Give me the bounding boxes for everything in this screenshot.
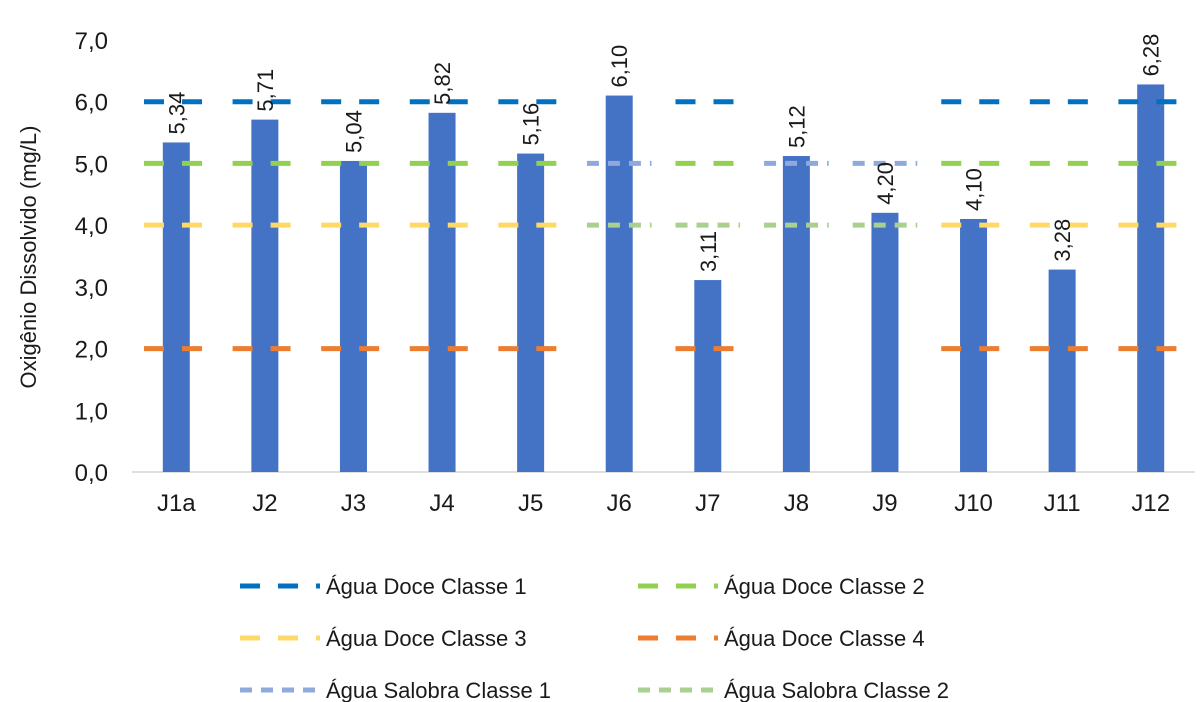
x-tick-label: J10 bbox=[954, 490, 993, 517]
y-tick-label: 1,0 bbox=[75, 398, 108, 425]
data-labels-layer: 5,34 5,71 5,04 5,82 5,16 6,10 3,11 5,12 4,20 4,10… bbox=[164, 34, 1163, 272]
legend: Água Doce Classe 1 Água Doce Classe 2 Água… bbox=[240, 574, 949, 702]
x-tick-label: J8 bbox=[784, 490, 809, 517]
bars-layer bbox=[162, 84, 1165, 473]
x-tick-label: J3 bbox=[341, 490, 366, 517]
data-label: 4,20 bbox=[873, 162, 898, 205]
axis-layer: 0,0 1,0 2,0 3,0 4,0 5,0 6,0 7,0 J1a J2 J3 J4 J5 J6 J7 J… bbox=[75, 28, 1195, 517]
bar bbox=[605, 95, 633, 473]
y-tick-label: 5,0 bbox=[75, 151, 108, 178]
x-tick-label: J1a bbox=[157, 490, 196, 517]
x-tick-label: J5 bbox=[518, 490, 543, 517]
data-label: 5,34 bbox=[164, 92, 189, 135]
x-tick-label: J2 bbox=[252, 490, 277, 517]
y-tick-label: 4,0 bbox=[75, 213, 108, 240]
x-tick-label: J4 bbox=[429, 490, 454, 517]
legend-label: Água Doce Classe 2 bbox=[724, 574, 925, 599]
legend-label: Água Salobra Classe 1 bbox=[326, 678, 551, 702]
data-label: 5,12 bbox=[784, 105, 809, 148]
bar bbox=[1137, 84, 1165, 472]
y-tick-label: 6,0 bbox=[75, 90, 108, 117]
data-label: 3,11 bbox=[696, 231, 721, 272]
x-tick-label: J9 bbox=[872, 490, 897, 517]
legend-item: Água Doce Classe 2 bbox=[638, 574, 925, 599]
x-tick-label: J7 bbox=[695, 490, 720, 517]
x-tick-label: J12 bbox=[1131, 490, 1170, 517]
y-tick-label: 3,0 bbox=[75, 275, 108, 302]
y-tick-label: 0,0 bbox=[75, 460, 108, 487]
bar bbox=[871, 212, 899, 473]
data-label: 6,28 bbox=[1139, 34, 1164, 77]
y-tick-label: 7,0 bbox=[75, 28, 108, 55]
bar bbox=[251, 119, 279, 473]
legend-label: Água Doce Classe 3 bbox=[326, 626, 527, 651]
bar bbox=[428, 112, 456, 472]
x-tick-label: J11 bbox=[1044, 490, 1081, 517]
data-label: 3,28 bbox=[1050, 219, 1075, 262]
data-label: 4,10 bbox=[962, 168, 987, 211]
data-label: 5,71 bbox=[253, 69, 278, 112]
legend-item: Água Doce Classe 3 bbox=[240, 626, 527, 651]
legend-item: Água Doce Classe 4 bbox=[638, 626, 925, 651]
legend-item: Água Salobra Classe 2 bbox=[638, 678, 949, 702]
data-label: 5,16 bbox=[519, 103, 544, 146]
legend-label: Água Salobra Classe 2 bbox=[724, 678, 949, 702]
legend-item: Água Doce Classe 1 bbox=[240, 574, 527, 599]
bar bbox=[694, 280, 722, 472]
y-axis-title: Oxigênio Dissolvido (mg/L) bbox=[16, 126, 41, 389]
legend-label: Água Doce Classe 1 bbox=[326, 574, 527, 599]
data-label: 5,04 bbox=[341, 110, 366, 153]
bar bbox=[339, 160, 367, 472]
legend-item: Água Salobra Classe 1 bbox=[240, 678, 551, 702]
legend-label: Água Doce Classe 4 bbox=[724, 626, 925, 651]
y-tick-label: 2,0 bbox=[75, 337, 108, 364]
bar bbox=[782, 156, 810, 472]
bar bbox=[1048, 269, 1076, 472]
bar bbox=[162, 142, 190, 472]
data-label: 6,10 bbox=[607, 45, 632, 88]
data-label: 5,82 bbox=[430, 62, 455, 105]
bar bbox=[960, 218, 988, 472]
bar bbox=[517, 153, 545, 472]
reference-lines-layer bbox=[144, 99, 1183, 352]
x-tick-label: J6 bbox=[607, 490, 632, 517]
